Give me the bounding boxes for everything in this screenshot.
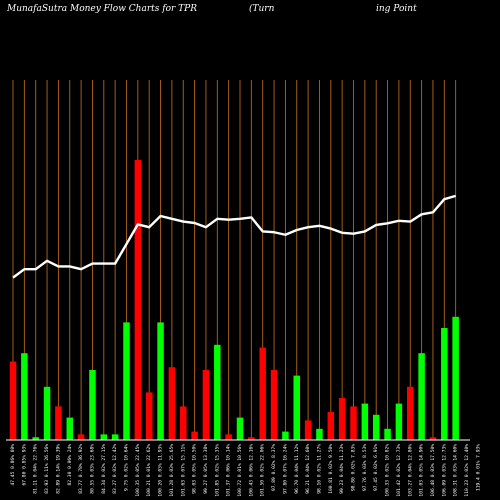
x-tick-label: 96.70 0.04% 11.12% xyxy=(294,444,300,494)
x-tick-label: 82.89 0.14% 19.39% xyxy=(55,444,61,494)
x-tick-label: 103.27 0.04% 12.80% xyxy=(407,444,413,497)
x-tick-label: 100.20 0.03% 11.93% xyxy=(158,444,164,497)
bar xyxy=(327,412,335,440)
x-tick-label: 84.34 0.02% 27.15% xyxy=(101,444,107,494)
x-tick-label: 101.37 0.06% 10.14% xyxy=(226,444,232,497)
bar xyxy=(111,434,119,440)
bar xyxy=(418,353,425,440)
bar xyxy=(259,347,266,440)
x-tick-label: 99.27 0.05% 13.38% xyxy=(203,444,209,494)
bar xyxy=(89,370,96,440)
bar xyxy=(9,361,17,440)
bar xyxy=(225,434,232,440)
x-tick-label: 101.28 0.03% 25.65% xyxy=(169,444,175,497)
x-tick-label: 101.63 0.07% 15.11% xyxy=(180,444,186,497)
x-tick-label: 98.80 0.02% 7.83% xyxy=(351,444,357,491)
x-tick-label: 101.50 0.02% 22.06% xyxy=(260,444,266,497)
bar xyxy=(452,316,459,440)
x-tick-label: 119.4 0.01% 7.93% xyxy=(475,444,481,491)
x-tick-label: 97.76 0.03% 8.53% xyxy=(362,444,368,491)
bar xyxy=(77,434,85,440)
bar xyxy=(123,322,130,440)
bar xyxy=(350,406,357,440)
x-tick-label: 80.55 0.03% 23.68% xyxy=(89,444,95,494)
bar xyxy=(384,428,391,440)
chart-subtitle-mid: (Turn xyxy=(249,4,275,14)
bar xyxy=(429,437,437,440)
bar xyxy=(236,417,244,440)
bar xyxy=(43,386,51,440)
bar xyxy=(32,437,39,440)
bar xyxy=(214,344,221,440)
bar xyxy=(100,434,108,440)
x-tick-label: 101.03 0.05% 14.90% xyxy=(419,444,425,497)
x-tick-label: 96.21 0.04% 12.60% xyxy=(305,444,311,494)
x-tick-label: 106.09 0.03% 12.73% xyxy=(441,444,447,497)
bar xyxy=(372,414,380,440)
x-tick-label: 9.75 0.02% 10.64% xyxy=(124,444,130,491)
bar xyxy=(282,431,289,440)
x-tick-label: 83.27 0.02% 12.42% xyxy=(112,444,118,494)
x-tick-label: 108.31 0.03% 14.60% xyxy=(453,444,459,497)
x-tick-label: 81.11 0.04% 22.76% xyxy=(33,444,39,494)
x-tick-label: 47.45 0.86% 80% xyxy=(10,444,16,486)
x-tick-label: 67.80 0.85% 93% xyxy=(21,444,27,486)
bar xyxy=(157,322,164,440)
x-tick-label: 110.23 0.02% 12.40% xyxy=(464,444,470,497)
bar xyxy=(304,420,312,440)
bar xyxy=(293,375,300,440)
x-tick-label: 97.80 0.07% 16.24% xyxy=(282,444,288,494)
bar xyxy=(248,437,255,440)
bar xyxy=(361,403,369,440)
x-tick-label: 100.35 0.05% 22.45% xyxy=(135,444,141,497)
x-tick-label: 100.21 0.01% 22.62% xyxy=(146,444,152,497)
chart-title: MunafaSutra Money Flow Charts for TPR xyxy=(7,4,197,14)
x-tick-labels: 47.45 0.86% 80% 67.80 0.85% 93% 81.11 0.04… xyxy=(10,444,481,497)
money-flow-line xyxy=(12,194,456,279)
bar xyxy=(134,160,142,440)
x-tick-label: 101.42 0.02% 12.73% xyxy=(396,444,402,497)
bar xyxy=(407,386,414,440)
chart-subtitle-right: ing Point xyxy=(376,4,417,14)
bar xyxy=(441,328,448,440)
bar xyxy=(270,370,278,440)
x-tick-label: 100.43 0.06% 12.16% xyxy=(248,444,254,497)
bar xyxy=(191,431,198,440)
bar xyxy=(21,353,28,440)
x-tick-label: 106.48 0.03% 17.50% xyxy=(430,444,436,497)
bar-series xyxy=(9,160,459,440)
x-tick-label: 97.89 0.02% 8.37% xyxy=(271,444,277,491)
bar xyxy=(145,392,153,440)
bar xyxy=(168,367,176,440)
bar xyxy=(66,417,73,440)
x-tick-label: 82.30 0.06% 24% xyxy=(67,444,73,486)
x-tick-label: 98.03 0.05% 10.50% xyxy=(192,444,198,494)
bar xyxy=(180,406,187,440)
bar xyxy=(202,370,210,440)
bar xyxy=(55,406,62,440)
x-tick-label: 98.10 0.02% 11.27% xyxy=(316,444,322,494)
bar xyxy=(395,403,403,440)
x-tick-label: 83.77 0.78% 36.92% xyxy=(78,444,84,494)
bar xyxy=(338,398,346,440)
x-tick-label: 100.72 0.01% 10.56% xyxy=(237,444,243,497)
x-tick-label: 100.81 0.02% 9.50% xyxy=(328,444,334,494)
x-tick-label: 100.33 0.02% 10.82% xyxy=(385,444,391,497)
x-tick-label: 101.85 0.02% 15.35% xyxy=(214,444,220,497)
x-tick-label: 97.45 0.02% 6.91% xyxy=(373,444,379,491)
x-tick-label: 99.23 0.04% 11.23% xyxy=(339,444,345,494)
x-tick-label: 83.93 0.11% 26.56% xyxy=(44,444,50,494)
bar xyxy=(316,428,323,440)
